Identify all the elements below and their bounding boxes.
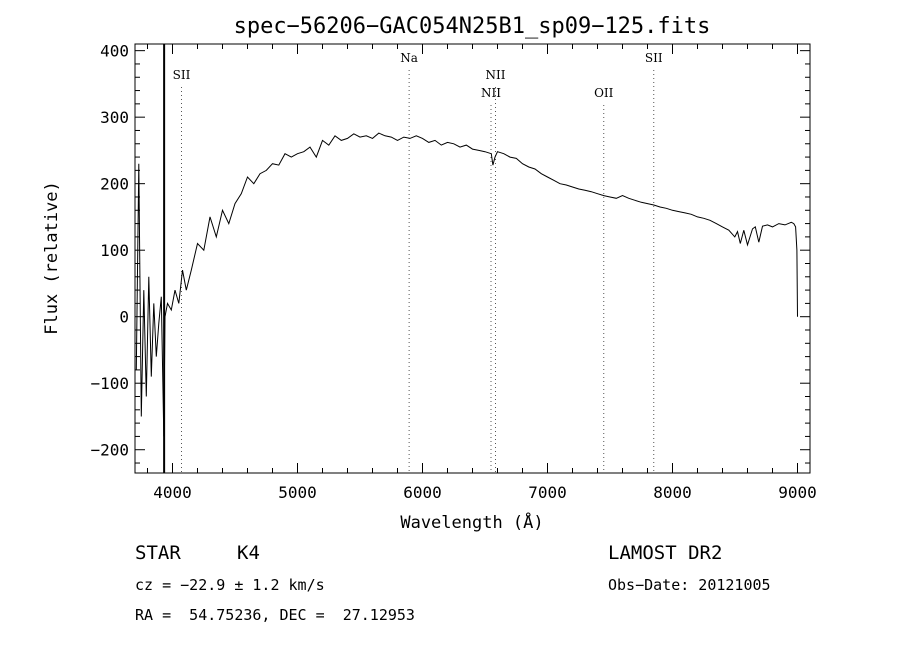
line-label-sii: SII xyxy=(173,68,191,82)
x-tick-label: 9000 xyxy=(778,483,817,502)
line-label-na: Na xyxy=(400,51,418,65)
y-axis-label: Flux (relative) xyxy=(42,181,62,335)
x-tick-label: 5000 xyxy=(278,483,317,502)
spectrum-line xyxy=(135,132,798,437)
y-tick-label: 0 xyxy=(119,308,129,327)
line-label-oii: OII xyxy=(594,86,614,100)
y-tick-labels: −200 −100 0 100 200 300 400 xyxy=(90,42,129,460)
velocity-text: cz = −22.9 ± 1.2 km/s xyxy=(135,576,325,594)
axis-ticks xyxy=(135,44,810,473)
y-tick-label: −200 xyxy=(90,441,129,460)
y-tick-label: 200 xyxy=(100,175,129,194)
x-axis-label: Wavelength (Å) xyxy=(400,511,543,533)
y-tick-label: −100 xyxy=(90,374,129,393)
spectral-line-markers: SII Na NII NII OII SII xyxy=(163,44,663,473)
x-tick-label: 8000 xyxy=(653,483,692,502)
x-tick-label: 6000 xyxy=(403,483,442,502)
survey-name: LAMOST DR2 xyxy=(608,542,723,564)
chart-title: spec−56206−GAC054N25B1_sp09−125.fits xyxy=(234,14,711,39)
y-tick-label: 300 xyxy=(100,108,129,127)
line-label-sii: SII xyxy=(645,51,663,65)
line-label-nii: NII xyxy=(481,86,501,100)
object-class: STAR xyxy=(135,542,181,564)
x-tick-label: 4000 xyxy=(153,483,192,502)
y-tick-label: 100 xyxy=(100,241,129,260)
y-tick-label: 400 xyxy=(100,42,129,61)
x-tick-label: 7000 xyxy=(528,483,567,502)
line-label-nii: NII xyxy=(486,68,506,82)
x-tick-labels: 4000 5000 6000 7000 8000 9000 xyxy=(153,483,817,502)
obs-date: Obs−Date: 20121005 xyxy=(608,576,771,594)
plot-frame xyxy=(134,43,811,474)
coordinates-text: RA = 54.75236, DEC = 27.12953 xyxy=(135,606,415,624)
object-subclass: K4 xyxy=(237,542,260,564)
